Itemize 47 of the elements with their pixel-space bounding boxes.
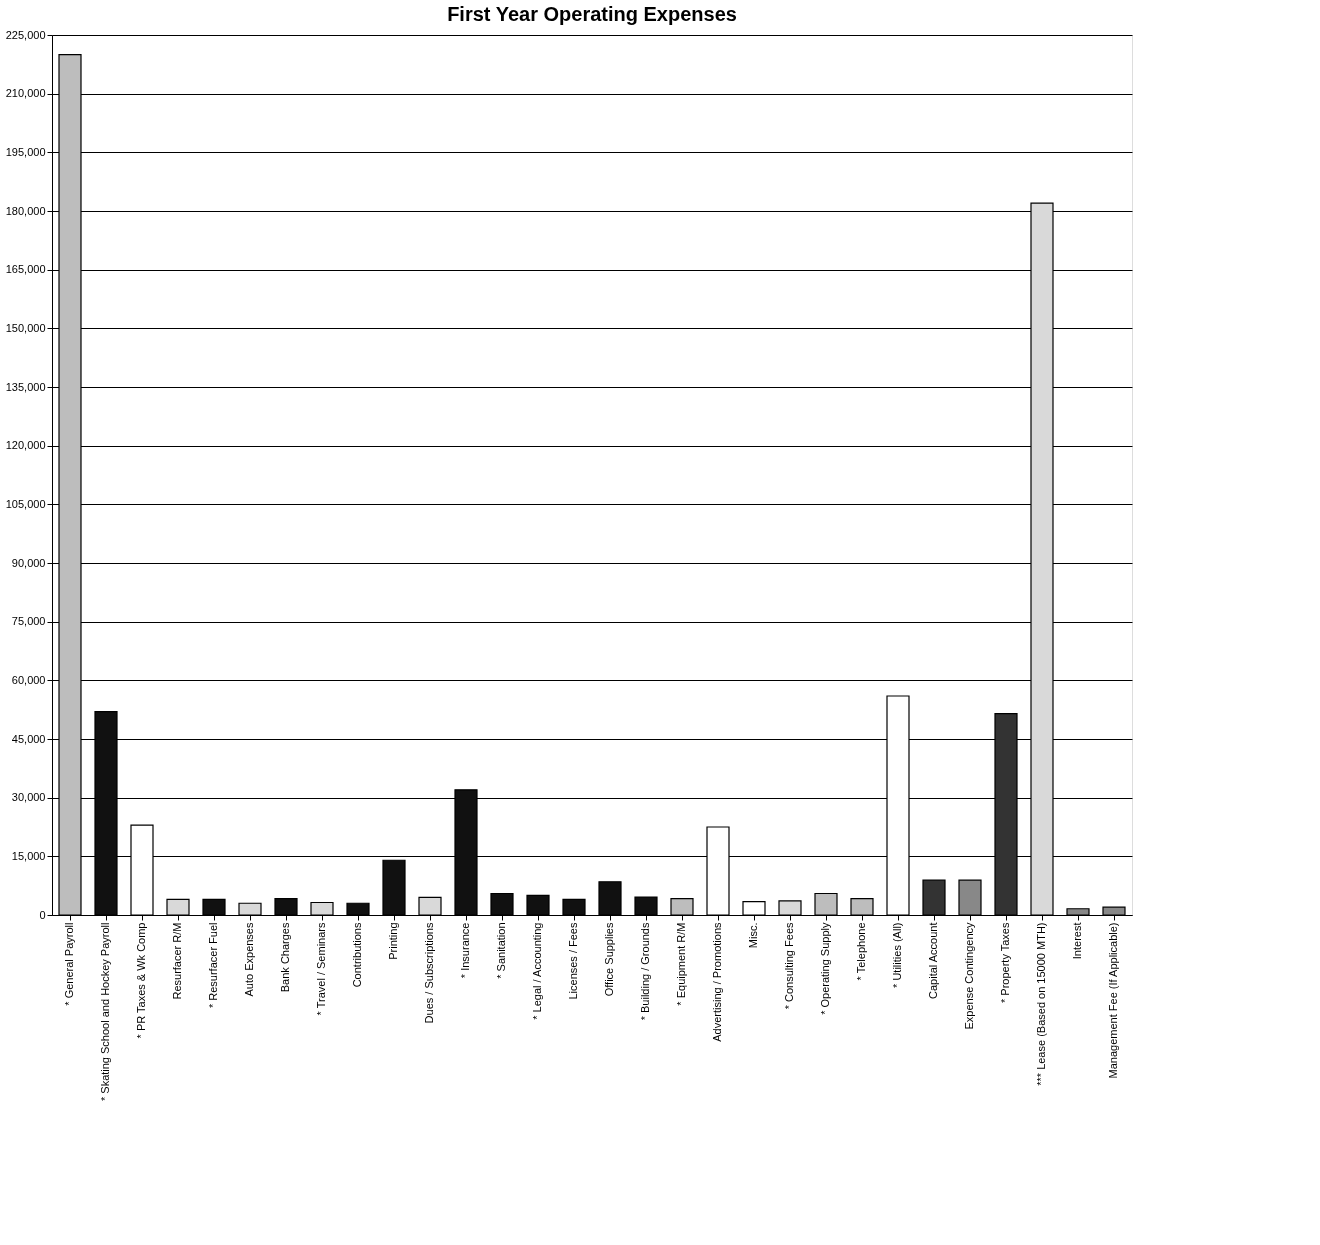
y-tick-label: 135,000: [5, 380, 46, 393]
x-tick-label: Auto Expenses: [243, 922, 255, 997]
x-tick-label: * General Payroll: [63, 922, 75, 1006]
x-tick-label: Printing: [387, 922, 399, 960]
x-tick-label: Licenses / Fees: [567, 922, 579, 1000]
y-tick-label: 45,000: [11, 732, 46, 745]
x-tick-label: Misc.: [747, 922, 759, 949]
x-tick-label: * Operating Supply: [819, 922, 831, 1015]
y-tick-label: 90,000: [11, 556, 46, 569]
y-tick-label: 150,000: [5, 321, 46, 334]
x-tick-label: * Building / Grounds: [639, 922, 651, 1021]
x-tick-label: Management Fee (If Applicable): [1107, 922, 1119, 1079]
y-tick-label: 180,000: [5, 204, 46, 217]
x-tick-label: Contributions: [351, 922, 363, 988]
x-tick-label: Advertising / Promotions: [711, 922, 723, 1042]
y-tick-label: 225,000: [5, 28, 46, 41]
x-tick-label: Expense Contingency: [963, 922, 975, 1030]
x-tick-label: * Skating School and Hockey Payroll: [99, 922, 111, 1102]
y-tick-label: 75,000: [11, 615, 46, 628]
y-tick-label: 195,000: [5, 145, 46, 158]
x-tick-label: * Sanitation: [495, 922, 507, 979]
x-tick-label: * Insurance: [459, 922, 471, 979]
chart-title: First Year Operating Expenses: [447, 3, 737, 25]
y-tick-label: 120,000: [5, 439, 46, 452]
x-tick-label: * PR Taxes & Wk Comp: [135, 922, 147, 1039]
x-tick-label: Dues / Subscriptions: [423, 922, 435, 1024]
x-tick-label: * Equipment R/M: [675, 922, 687, 1006]
y-tick-label: 165,000: [5, 263, 46, 276]
x-tick-label: * Telephone: [855, 922, 867, 981]
x-tick-label: * Consulting Fees: [783, 922, 795, 1010]
x-tick-label: * Utilities (All): [891, 922, 903, 988]
x-tick-label: Capital Account: [927, 922, 939, 999]
y-tick-label: 0: [39, 908, 46, 921]
y-tick-label: 105,000: [5, 497, 46, 510]
y-tick-label: 210,000: [5, 87, 46, 100]
x-tick-label: * Resurfacer Fuel: [207, 922, 219, 1009]
x-tick-label: Resurfacer R/M: [171, 922, 183, 1000]
x-tick-label: * Property Taxes: [999, 922, 1011, 1004]
x-tick-label: * Travel / Seminars: [315, 922, 327, 1016]
y-tick-label: 60,000: [11, 673, 46, 686]
y-tick-label: 15,000: [11, 849, 46, 862]
x-tick-label: Bank Charges: [279, 922, 291, 993]
x-tick-label: Interest: [1071, 922, 1083, 960]
x-tick-label: Office Supplies: [603, 922, 615, 997]
x-tick-label: * Legal / Accounting: [531, 922, 543, 1020]
y-tick-label: 30,000: [11, 791, 46, 804]
x-tick-label: *** Lease (Based on 15000 MTH): [1035, 922, 1047, 1086]
